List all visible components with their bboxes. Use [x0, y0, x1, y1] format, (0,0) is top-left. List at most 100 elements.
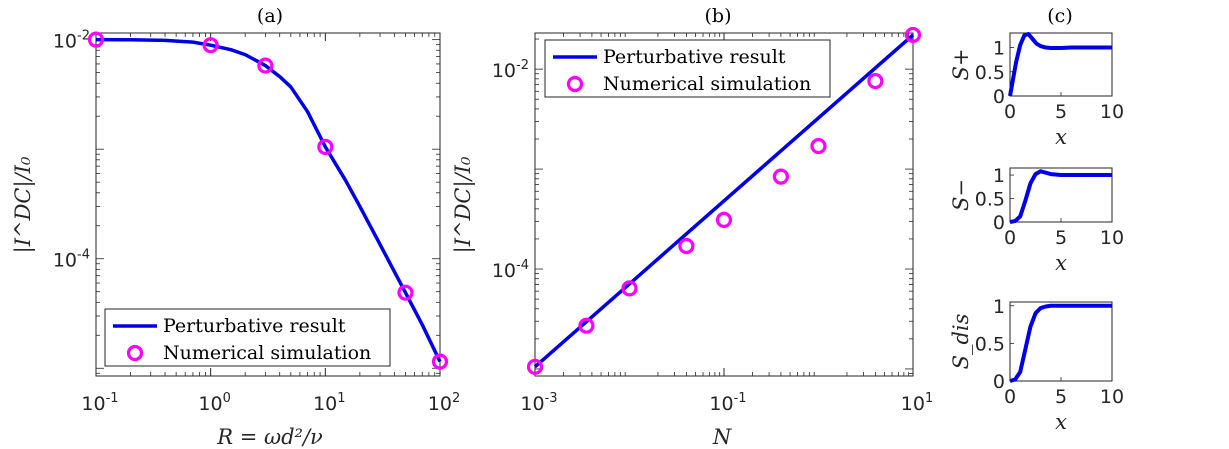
y-axis-label-c3: S_dis	[949, 313, 973, 369]
y-tick-label-a-1-exp: -4	[77, 248, 90, 263]
y-tick-label-c3-0: 0	[993, 371, 1005, 393]
x-tick-label-a-2-base: 10	[313, 393, 337, 415]
x-tick-label-b-2-exp: 1	[925, 391, 933, 406]
y-tick-label-c3-1: 0.5	[975, 333, 1005, 355]
series-line-c2	[1009, 169, 1112, 224]
panel-b-title: (b)	[705, 5, 732, 27]
y-tick-label-a-0-base: 10	[53, 31, 77, 53]
y-tick-label-a-1: 10-4	[53, 248, 90, 272]
y-tick-label-b-0-base: 10	[492, 60, 516, 82]
plot-frame-c1	[1009, 32, 1113, 97]
y-tick-label-c3-2: 1	[993, 296, 1005, 318]
x-tick-label-c1-1: 5	[1055, 101, 1067, 123]
legend-marker-swatch	[566, 75, 584, 93]
x-tick-label-c1-0: 0	[1004, 101, 1016, 123]
x-tick-label-b-1: 10-1	[709, 391, 746, 415]
series-line-c3	[1009, 303, 1112, 383]
y-tick-label-c1-2: 1	[993, 38, 1005, 60]
y-tick-label-a-0: 10-2	[53, 29, 90, 53]
legend-label-perturbative: Perturbative result	[163, 315, 346, 337]
panel-c3-plot: 0 5 10 0 0.5 1 x S_dis	[949, 296, 1124, 434]
x-tick-label-c3-0: 0	[1004, 386, 1016, 408]
y-axis-label-c2: S−	[949, 179, 973, 211]
series-line-c1	[1008, 31, 1112, 97]
x-tick-label-a-2-exp: 1	[337, 391, 345, 406]
x-tick-label-a-3-base: 10	[428, 393, 452, 415]
x-tick-label-b-2: 101	[901, 391, 933, 415]
data-point-b-5	[772, 168, 789, 185]
x-tick-label-a-3-exp: 2	[452, 391, 460, 406]
data-point-a-2	[257, 57, 274, 74]
legend-a: Perturbative result Numerical simulation	[104, 308, 391, 367]
x-tick-label-c3-1: 5	[1055, 386, 1067, 408]
x-axis-label-c1: x	[1055, 125, 1067, 149]
x-tick-label-a-0-exp: -1	[106, 391, 119, 406]
x-tick-label-a-0-base: 10	[81, 393, 105, 415]
x-tick-label-c2-1: 5	[1055, 227, 1067, 249]
x-tick-label-b-1-exp: -1	[734, 391, 747, 406]
legend-box-b	[544, 39, 831, 98]
data-point-a-0	[87, 31, 105, 48]
y-tick-label-b-1-exp: -4	[516, 258, 529, 273]
y-tick-label-b-1: 10-4	[492, 258, 529, 282]
x-tick-label-a-1-base: 10	[198, 393, 222, 415]
legend-marker-swatch	[126, 344, 144, 362]
x-tick-label-b-0: 10-3	[520, 391, 557, 415]
x-tick-label-c3-2: 10	[1100, 386, 1124, 408]
x-tick-label-b-1-base: 10	[709, 393, 733, 415]
data-point-b-2	[621, 280, 638, 297]
y-axis-label-a: |I^DC|/I₀	[11, 156, 36, 253]
legend-b: Perturbative result Numerical simulation	[544, 39, 831, 98]
x-tick-label-a-2: 101	[313, 391, 345, 415]
series-line-b	[533, 33, 915, 369]
y-axis-label-c1: S+	[949, 49, 973, 81]
data-point-b-8	[904, 26, 922, 44]
y-tick-label-c2-0: 0	[993, 212, 1005, 234]
data-point-b-6	[810, 137, 827, 155]
y-tick-label-c2-1: 0.5	[975, 189, 1005, 211]
data-point-b-0	[526, 358, 544, 375]
y-axis-label-b: |I^DC|/I₀	[451, 156, 476, 253]
y-tick-label-a-0-exp: -2	[77, 29, 90, 44]
x-axis-label-c3: x	[1055, 410, 1067, 434]
data-point-b-7	[867, 72, 884, 90]
x-axis-label-a: R = ωd²/ν	[216, 425, 323, 449]
y-tick-label-c1-0: 0	[993, 86, 1005, 108]
data-point-a-4	[397, 284, 414, 301]
data-point-b-4	[715, 211, 733, 229]
legend-box-a	[104, 308, 391, 367]
y-tick-label-b-0-exp: -2	[516, 58, 529, 73]
data-point-b-1	[578, 317, 595, 334]
x-tick-label-c2-2: 10	[1100, 227, 1124, 249]
legend-label-perturbative: Perturbative result	[603, 46, 786, 68]
legend-label-numerical: Numerical simulation	[603, 73, 811, 95]
y-tick-label-c2-2: 1	[993, 165, 1005, 187]
data-point-a-1	[202, 37, 219, 54]
x-tick-label-a-1: 100	[198, 391, 230, 415]
y-tick-label-c1-1: 0.5	[975, 62, 1005, 84]
x-axis-label-b: N	[712, 425, 732, 449]
x-axis-label-c2: x	[1055, 251, 1067, 275]
y-tick-label-b-0: 10-2	[492, 58, 529, 82]
series-line-a	[95, 37, 442, 363]
panel-c-title: (c)	[1047, 5, 1072, 27]
y-tick-label-a-1-base: 10	[53, 250, 77, 272]
y-tick-label-b-1-base: 10	[492, 260, 516, 282]
x-tick-label-c1-2: 10	[1100, 101, 1124, 123]
data-point-a-3	[317, 138, 334, 155]
legend-label-numerical: Numerical simulation	[163, 342, 371, 364]
x-tick-label-a-0: 10-1	[81, 391, 118, 415]
panel-a-title: (a)	[257, 5, 283, 27]
data-point-b-3	[678, 237, 695, 255]
x-tick-label-c2-0: 0	[1004, 227, 1016, 249]
x-tick-label-b-2-base: 10	[901, 393, 925, 415]
data-point-a-5	[431, 353, 449, 370]
x-tick-label-a-1-exp: 0	[223, 391, 231, 406]
x-tick-label-a-3: 102	[428, 391, 460, 415]
x-tick-label-b-0-exp: -3	[545, 391, 558, 406]
